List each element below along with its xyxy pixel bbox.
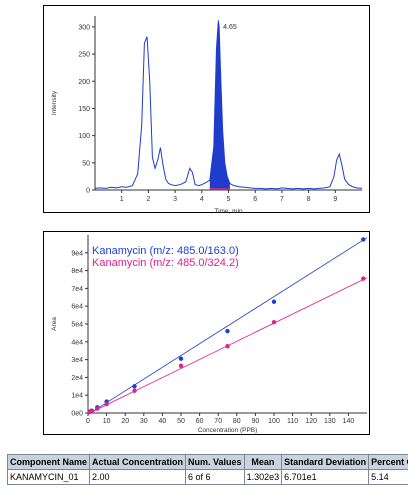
- x-tick-label: 60: [196, 418, 204, 425]
- y-axis-label: Intensity: [51, 90, 58, 115]
- cell-standard-deviation: 6.701e1: [281, 469, 370, 485]
- x-tick-label: 2: [146, 196, 150, 203]
- y-tick-label: 2e4: [71, 375, 83, 382]
- table-header-row: Component Name Actual Concentration Num.…: [6, 454, 408, 470]
- cell-num-values: 6 of 6: [185, 469, 245, 485]
- peak-label: 4.65: [223, 24, 237, 31]
- x-tick-label: 40: [159, 418, 167, 425]
- header-actual-concentration: Actual Concentration: [89, 454, 187, 470]
- data-point-2: [104, 401, 109, 407]
- y-tick-label: 250: [78, 52, 90, 59]
- x-tick-label: 50: [177, 418, 185, 425]
- x-tick-label: 140: [343, 418, 355, 425]
- data-point-2: [95, 406, 100, 411]
- header-num-values: Num. Values: [185, 454, 245, 470]
- x-tick-label: 100: [268, 418, 280, 425]
- y-tick-label: 3e4: [71, 357, 83, 364]
- data-point-2: [361, 276, 366, 281]
- chromatogram-panel: 1 2 3 4 5 6 7 8 9 0 50 100 150 200 250 300 Time, min Inte…: [43, 5, 370, 215]
- y-tick-label: 100: [78, 133, 90, 140]
- x-tick-label: 10: [103, 418, 111, 425]
- x-axis-label: Concentration (PPB): [198, 427, 258, 434]
- x-tick-label: 8: [307, 196, 311, 203]
- y-tick-label: 0: [86, 188, 90, 195]
- cell-mean: 1.302e3: [243, 469, 283, 485]
- y-tick-label: 6e4: [71, 304, 83, 311]
- y-tick-label: 300: [78, 24, 90, 31]
- chromatogram-trace: [94, 20, 363, 190]
- cell-percent-cv: 5.14: [368, 469, 408, 485]
- cell-actual-concentration: 2.00: [89, 469, 187, 485]
- y-tick-label: 0e0: [71, 411, 83, 418]
- data-point-1: [132, 384, 137, 389]
- x-axis-label: Time, min: [214, 208, 243, 215]
- data-point-2: [271, 320, 277, 325]
- legend-entry-1: Kanamycin (m/z: 485.0/163.0): [92, 245, 239, 257]
- data-point-1: [361, 237, 366, 242]
- x-tick-label: 0: [86, 418, 90, 425]
- calibration-chart: 0 10 20 30 40 50 60 70 80 90 100 110 120 130 140 0e0 1e4…: [51, 235, 368, 434]
- x-tick-label: 70: [214, 418, 222, 425]
- y-tick-label: 8e4: [71, 268, 83, 275]
- data-point-2: [178, 363, 184, 369]
- data-point-2: [225, 344, 230, 349]
- x-tick-label: 5: [227, 196, 231, 203]
- y-axis-label: Area: [51, 317, 58, 331]
- y-tick-label: 150: [78, 106, 90, 113]
- table-row: KANAMYCIN_01 2.00 6 of 6 1.302e3 6.701e1…: [6, 469, 408, 485]
- x-tick-label: 30: [140, 418, 148, 425]
- header-percent-cv: Percent CV: [368, 454, 408, 470]
- data-point-2: [89, 409, 94, 414]
- integrated-peak: [209, 20, 230, 190]
- data-point-2: [132, 388, 137, 393]
- data-point-1: [225, 328, 230, 334]
- x-tick-label: 120: [305, 418, 317, 425]
- cell-component-name: KANAMYCIN_01: [6, 469, 91, 485]
- y-tick-label: 50: [82, 160, 90, 167]
- calibration-panel: 0 10 20 30 40 50 60 70 80 90 100 110 120 130 140 0e0 1e4…: [43, 231, 370, 435]
- y-tick-label: 5e4: [71, 322, 83, 329]
- y-tick-label: 4e4: [71, 339, 83, 346]
- header-mean: Mean: [243, 454, 283, 470]
- results-table: Component Name Actual Concentration Num.…: [6, 454, 408, 485]
- data-point-1: [271, 299, 277, 304]
- y-tick-label: 7e4: [71, 286, 83, 293]
- x-tick-label: 6: [253, 196, 257, 203]
- x-tick-label: 90: [252, 418, 260, 425]
- x-tick-label: 80: [233, 418, 241, 425]
- y-tick-label: 9e4: [71, 250, 83, 257]
- header-standard-deviation: Standard Deviation: [281, 454, 370, 470]
- x-tick-label: 20: [121, 418, 129, 425]
- x-tick-label: 9: [333, 196, 337, 203]
- x-tick-label: 3: [173, 196, 177, 203]
- x-tick-label: 1: [120, 196, 124, 203]
- x-tick-label: 7: [280, 196, 284, 203]
- data-point-1: [178, 356, 184, 361]
- x-tick-label: 4: [200, 196, 204, 203]
- x-tick-label: 110: [287, 418, 298, 425]
- chromatogram-chart: 1 2 3 4 5 6 7 8 9 0 50 100 150 200 250 300 Time, min Inte…: [51, 16, 363, 215]
- legend-entry-2: Kanamycin (m/z: 485.0/324.2): [92, 257, 239, 269]
- x-tick-label: 130: [324, 418, 336, 425]
- header-component-name: Component Name: [6, 454, 91, 470]
- y-tick-label: 1e4: [71, 393, 83, 400]
- y-tick-label: 200: [78, 79, 90, 86]
